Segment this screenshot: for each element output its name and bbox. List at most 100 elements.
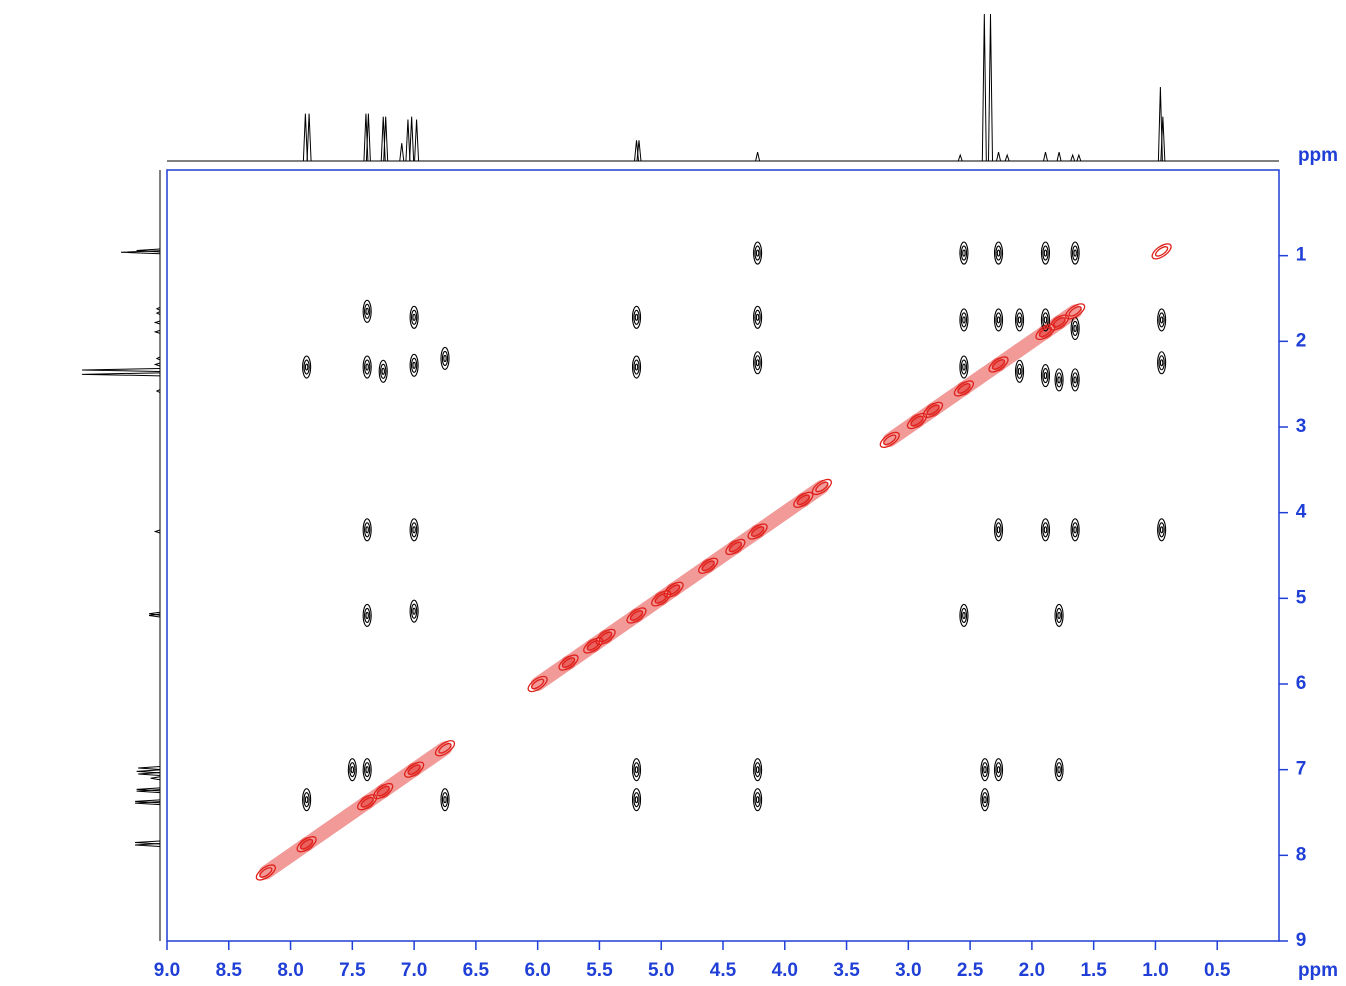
contour xyxy=(959,355,969,379)
contour xyxy=(663,581,684,598)
diagonal-peak xyxy=(255,864,276,881)
contour xyxy=(995,522,1002,538)
x-tick-label: 2.0 xyxy=(1019,960,1045,981)
diagonal-band xyxy=(530,655,576,691)
diagonal-peak xyxy=(296,836,317,853)
diagonal-peak xyxy=(583,637,604,654)
contour xyxy=(365,611,369,620)
cross-peak xyxy=(1070,518,1080,542)
cross-peak xyxy=(362,603,372,628)
cross-peak xyxy=(753,788,763,812)
cross-peak xyxy=(378,359,388,383)
contour xyxy=(755,359,760,367)
contour xyxy=(753,758,763,782)
cross-peak xyxy=(362,518,372,542)
contour xyxy=(583,637,604,654)
contour xyxy=(598,631,613,643)
cross-peak xyxy=(631,355,642,379)
contour xyxy=(443,796,447,804)
contour xyxy=(259,867,273,878)
cross-peak xyxy=(1157,308,1167,332)
diagonal-peak xyxy=(1035,323,1056,341)
x-tick-label: 4.0 xyxy=(772,960,798,981)
x-tick-label: 8.5 xyxy=(216,960,243,981)
left-projection-peak xyxy=(153,529,161,534)
contour xyxy=(960,245,968,261)
cross-peak xyxy=(1054,603,1064,628)
contour xyxy=(1040,364,1051,388)
x-tick-label: 5.5 xyxy=(586,960,613,981)
diagonal-band xyxy=(909,402,941,429)
contour xyxy=(304,796,309,804)
contour xyxy=(1057,376,1061,384)
y-tick-label: 7 xyxy=(1296,759,1307,780)
diagonal-band xyxy=(701,539,743,573)
y-tick-label: 2 xyxy=(1296,330,1307,351)
top-projection-peak xyxy=(755,152,761,162)
cross-peak xyxy=(1070,241,1080,265)
contour xyxy=(754,355,761,371)
cross-peak xyxy=(440,788,450,812)
contour xyxy=(993,308,1004,332)
top-projection-peak xyxy=(996,152,1002,162)
cross-peak xyxy=(959,308,969,332)
contour xyxy=(755,766,760,774)
cross-peak xyxy=(1040,518,1051,542)
diagonal-peak xyxy=(698,557,719,574)
left-projection-peak xyxy=(153,329,161,334)
contour xyxy=(558,654,579,671)
contour xyxy=(996,526,1001,534)
diagonal-band xyxy=(926,381,971,417)
contour xyxy=(1158,355,1165,371)
cross-peak xyxy=(1054,368,1064,392)
contour xyxy=(378,359,388,383)
diagonal-band xyxy=(991,324,1053,372)
contour xyxy=(960,607,968,624)
contour xyxy=(1157,308,1167,332)
contour xyxy=(347,758,357,782)
contour xyxy=(980,758,990,782)
cross-peak xyxy=(409,518,419,542)
diagonal-peak xyxy=(373,782,394,800)
contour xyxy=(1159,526,1164,534)
diagonal-peak xyxy=(357,794,378,811)
cross-peak xyxy=(302,355,312,379)
contour xyxy=(1158,522,1165,538)
contour xyxy=(753,788,763,812)
left-projection-peak xyxy=(136,248,161,253)
diagonal-band xyxy=(1038,315,1067,339)
x-tick-label: 0.5 xyxy=(1204,960,1231,981)
contour xyxy=(996,249,1001,257)
top-projection-peak xyxy=(636,140,642,162)
x-tick-label: 7.0 xyxy=(401,960,427,981)
contour xyxy=(1159,316,1164,324)
contour xyxy=(381,367,385,375)
contour xyxy=(995,245,1002,261)
contour xyxy=(962,363,966,371)
diagonal-band xyxy=(258,837,314,880)
x-tick-label: 6.5 xyxy=(463,960,490,981)
contour xyxy=(1157,518,1167,542)
x-tick-label: 3.0 xyxy=(895,960,921,981)
diagonal-peak xyxy=(651,590,672,607)
cross-peak xyxy=(1014,359,1025,383)
contour xyxy=(1071,245,1079,261)
cross-peak xyxy=(1070,368,1080,392)
left-projection-peak xyxy=(135,843,161,848)
contour xyxy=(754,792,761,808)
contour xyxy=(403,761,425,778)
contour xyxy=(1073,376,1077,384)
contour xyxy=(364,303,371,319)
cross-peak xyxy=(631,305,642,329)
contour xyxy=(303,359,310,375)
x-tick-label: 5.0 xyxy=(648,960,674,981)
cross-peak xyxy=(1070,316,1080,341)
diagonal-peak xyxy=(527,675,548,693)
cross-peak xyxy=(409,353,419,377)
cross-peak xyxy=(993,518,1004,542)
contour xyxy=(527,675,548,693)
contour xyxy=(1014,359,1025,383)
contour xyxy=(1054,603,1064,628)
contour xyxy=(365,526,369,534)
